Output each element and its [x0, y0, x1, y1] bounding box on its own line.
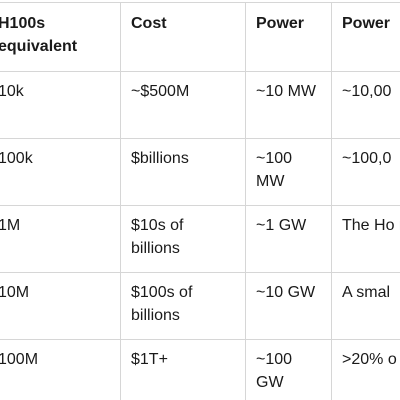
cell-h100s: 100k [0, 138, 121, 206]
cell-h100s: 100M [0, 339, 121, 400]
cell-power-equivalent: >20% o [331, 339, 400, 400]
cell-cost: $1T+ [120, 339, 246, 400]
table-row: 100M $1T+ ~100 GW >20% o [0, 339, 400, 400]
cell-power: ~100 MW [245, 138, 332, 206]
cell-power: ~10 GW [245, 272, 332, 340]
cell-cost: ~$500M [120, 71, 246, 139]
cell-h100s: 10k [0, 71, 121, 139]
table-row: 100k $billions ~100 MW ~100,0 [0, 138, 400, 206]
cell-power-equivalent: ~100,0 [331, 138, 400, 206]
cell-cost: $100s of billions [120, 272, 246, 340]
header-power: Power [245, 2, 332, 72]
cell-power: ~100 GW [245, 339, 332, 400]
cell-cost: $billions [120, 138, 246, 206]
cell-power: ~1 GW [245, 205, 332, 273]
table-header-row: H100s equivalent Cost Power Power [0, 2, 400, 72]
table-row: 10k ~$500M ~10 MW ~10,00 [0, 71, 400, 139]
cell-power-equivalent: The Ho nuclear [331, 205, 400, 273]
table-row: 1M $10s of billions ~1 GW The Ho nuclear [0, 205, 400, 273]
table-row: 10M $100s of billions ~10 GW A smal [0, 272, 400, 340]
cell-h100s: 1M [0, 205, 121, 273]
cell-power-equivalent: ~10,00 [331, 71, 400, 139]
cell-power-equivalent: A smal [331, 272, 400, 340]
header-h100s-equivalent: H100s equivalent [0, 2, 121, 72]
cell-cost: $10s of billions [120, 205, 246, 273]
cell-h100s: 10M [0, 272, 121, 340]
cell-power: ~10 MW [245, 71, 332, 139]
header-power-equivalent: Power [331, 2, 400, 72]
header-cost: Cost [120, 2, 246, 72]
